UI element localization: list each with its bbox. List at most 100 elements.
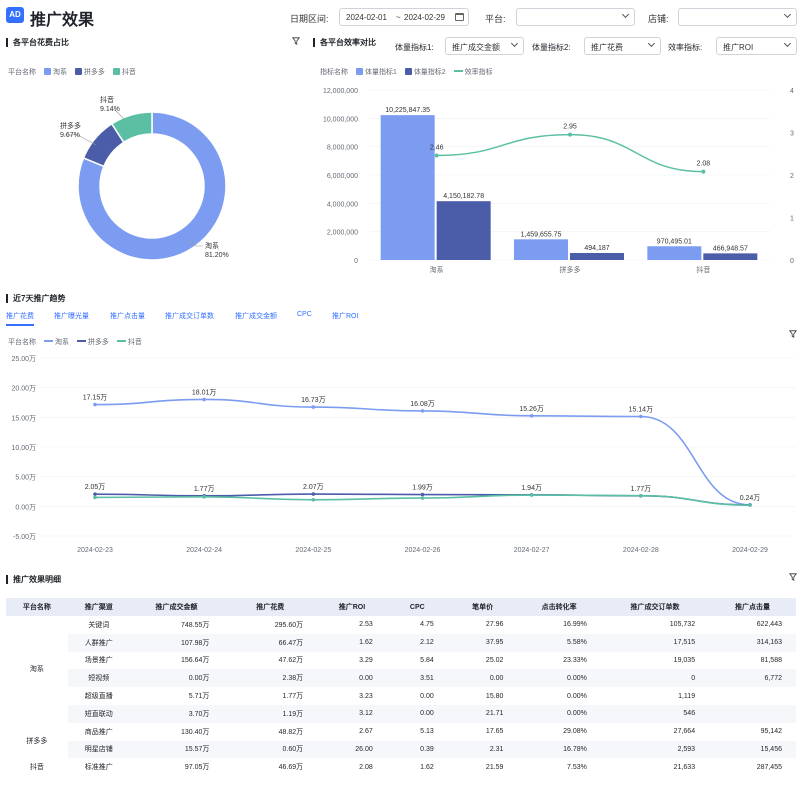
trend-point[interactable]: [748, 503, 752, 507]
table-cell: 21.59: [485, 763, 504, 771]
legend-douyin[interactable]: 抖音: [121, 69, 136, 76]
table-header-cell[interactable]: 笔单价: [447, 598, 518, 616]
tab-gmv[interactable]: 推广成交金额: [235, 313, 277, 320]
date-start: 2024-02-01: [346, 13, 387, 22]
filter-icon[interactable]: [292, 37, 300, 45]
pie-slice-0[interactable]: [77, 111, 227, 261]
table-header-cell[interactable]: 平台名称: [6, 598, 68, 616]
trend-point[interactable]: [529, 493, 534, 497]
legend-taoxi[interactable]: 淘系: [54, 339, 69, 346]
bar-y2-tick: 1: [790, 216, 794, 223]
efficiency-select-value: 推广ROI: [723, 43, 754, 52]
table-header-cell[interactable]: 推广渠道: [67, 598, 130, 616]
trend-point[interactable]: [420, 409, 425, 413]
tab-cpc[interactable]: CPC: [297, 311, 312, 318]
date-range-picker[interactable]: 2024-02-01 ~ 2024-02-29: [339, 8, 469, 26]
legend-douyin[interactable]: 抖音: [127, 339, 142, 346]
legend-pdd[interactable]: 拼多多: [83, 69, 105, 76]
filter-icon[interactable]: [789, 573, 797, 581]
table-cell: 546: [600, 704, 710, 723]
table-cell: [709, 704, 796, 723]
table-cell-platform: 淘系: [6, 616, 68, 723]
legend-taoxi[interactable]: 淘系: [52, 69, 67, 76]
table-cell: 95,142: [760, 728, 782, 736]
table-cell: 关键词: [88, 621, 110, 629]
efficiency-select[interactable]: 推广ROI: [716, 37, 797, 55]
tab-impressions[interactable]: 推广曝光量: [54, 313, 89, 320]
trend-point[interactable]: [420, 496, 425, 500]
efficiency-line: [436, 133, 704, 173]
legend-efficiency[interactable]: 效率指标: [464, 69, 493, 76]
bar-x-tick: 拼多多: [560, 265, 581, 274]
trend-point[interactable]: [639, 414, 643, 419]
trend-y-tick: 20.00万: [11, 385, 36, 393]
table-header-cell[interactable]: 推广成交金额: [129, 598, 224, 616]
trend-y-tick: 5.00万: [15, 474, 36, 482]
trend-value-label: 16.73万: [301, 396, 326, 404]
table-row: 超级直播 5.71万 1.77万 3.23 0.00 15.80 0.00% 1,119: [6, 687, 796, 705]
trend-point[interactable]: [202, 397, 206, 402]
bar-y2-tick: 3: [790, 131, 794, 138]
trend-point[interactable]: [639, 493, 643, 498]
table-cell: 4.75: [420, 621, 434, 629]
table-header-cell[interactable]: 推广ROI: [317, 598, 387, 616]
table-cell: 1.62: [420, 763, 434, 771]
trend-point[interactable]: [529, 413, 534, 418]
efficiency-point[interactable]: [701, 169, 706, 174]
trend-point[interactable]: [93, 492, 97, 496]
table-row: 短视频 0.00万 2.38万 0.00 3.51 0.00 0.00% 0 6,772: [6, 669, 796, 688]
table-cell: 15,456: [709, 740, 796, 759]
bar-1-0[interactable]: [436, 201, 491, 260]
trend-point[interactable]: [93, 495, 97, 500]
table-header-cell[interactable]: 推广花费: [223, 598, 318, 616]
bar-x-tick: 抖音: [696, 265, 710, 274]
trend-value-label: 15.26万: [519, 405, 544, 413]
table-header-cell[interactable]: CPC: [386, 598, 448, 616]
table-cell: 748.55万: [180, 621, 210, 629]
tab-spend[interactable]: 推广花费: [6, 311, 34, 326]
table-header-cell[interactable]: 点击转化率: [517, 598, 601, 616]
trend-value-label: 1.94万: [521, 484, 542, 492]
tab-clicks[interactable]: 推广点击量: [110, 313, 145, 320]
table-cell: 37.95: [447, 633, 518, 652]
filter-icon[interactable]: [789, 330, 797, 338]
store-select[interactable]: [678, 8, 797, 26]
metric1-select[interactable]: 推广成交金额: [445, 37, 524, 55]
pie-label-pct: 9.67%: [60, 132, 80, 139]
bar-1-2[interactable]: [703, 253, 758, 260]
table-row: 明星店铺 15.57万 0.60万 26.00 0.39 2.31 16.78% 2,593 1…: [6, 740, 796, 759]
bar-1-1[interactable]: [570, 252, 624, 260]
trend-point[interactable]: [202, 495, 206, 499]
legend-metric2[interactable]: 体量指标2: [413, 69, 446, 76]
tab-roi[interactable]: 推广ROI: [332, 313, 359, 320]
trend-point[interactable]: [420, 492, 425, 497]
efficiency-point[interactable]: [434, 153, 439, 158]
pie-slice-2[interactable]: [110, 111, 153, 144]
table-cell: 3.12: [317, 704, 387, 723]
bar-0-0[interactable]: [380, 115, 435, 260]
table-header-cell[interactable]: 推广点击量: [709, 598, 796, 616]
bar-y-tick: 8,000,000: [327, 145, 358, 152]
table-header-cell[interactable]: 推广成交订单数: [600, 598, 710, 616]
efficiency-point[interactable]: [568, 132, 572, 137]
trend-value-label: 0.24万: [740, 494, 761, 502]
legend-swatch-taoxi: [43, 340, 53, 342]
trend-x-tick: 2024-02-28: [623, 547, 659, 554]
metric2-select[interactable]: 推广花费: [584, 37, 661, 55]
table-cell: 超级直播: [84, 693, 113, 701]
trend-value-label: 2.05万: [85, 483, 106, 491]
bar-0-1[interactable]: [514, 239, 568, 260]
platform-select[interactable]: [516, 8, 635, 26]
table-cell: 16.78%: [517, 740, 601, 759]
trend-point[interactable]: [311, 405, 316, 409]
trend-point[interactable]: [93, 402, 97, 407]
legend-metric1[interactable]: 体量指标1: [364, 69, 397, 76]
trend-point[interactable]: [311, 492, 316, 496]
trend-point[interactable]: [311, 498, 316, 502]
table-cell: 0.00: [420, 692, 434, 700]
tab-orders[interactable]: 推广成交订单数: [165, 313, 214, 320]
bar-0-2[interactable]: [647, 246, 702, 260]
chevron-down-icon: [783, 10, 792, 19]
pie-legend: 平台名称 淘系 拼多多 抖音: [8, 67, 136, 77]
legend-pdd[interactable]: 拼多多: [87, 339, 109, 346]
